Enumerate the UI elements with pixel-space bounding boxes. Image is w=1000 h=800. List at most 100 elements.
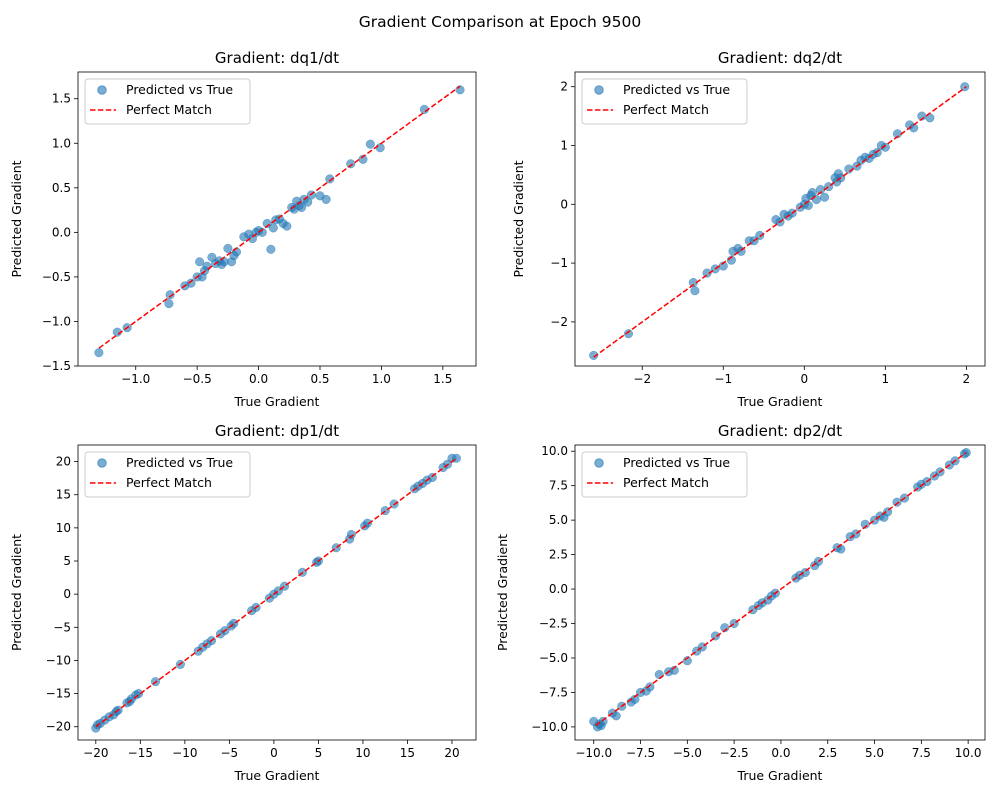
chart-panel-2: Gradient: dq2/dt −2 −1 0 1 2 −2 −1 0 1 2 True Gradi…: [511, 49, 986, 409]
x-tick-label: −2: [633, 372, 651, 386]
chart-title: Gradient: dq2/dt: [718, 49, 842, 67]
legend: Predicted vs True Perfect Match: [581, 451, 748, 498]
data-point: [880, 142, 890, 152]
y-tick-label: −10: [46, 653, 71, 667]
data-point: [346, 159, 356, 169]
data-point: [820, 192, 830, 202]
data-point: [94, 348, 104, 358]
legend-label-scatter: Predicted vs True: [623, 82, 730, 97]
axes-frame: [77, 444, 477, 741]
legend-label-line: Perfect Match: [623, 475, 709, 490]
x-axis-label: True Gradient: [737, 768, 823, 783]
y-tick-label: 0.0: [549, 582, 568, 596]
perfect-match-line: [595, 451, 967, 727]
legend: Predicted vs True Perfect Match: [84, 78, 251, 125]
y-tick-label: −5.0: [539, 651, 568, 665]
y-tick-label: −10.0: [531, 720, 568, 734]
x-tick-label: 0.0: [249, 372, 268, 386]
x-tick-label: 20: [444, 746, 459, 760]
data-point: [268, 223, 278, 233]
data-point: [164, 299, 174, 309]
x-tick-label: 0.0: [771, 746, 790, 760]
data-point: [257, 227, 267, 237]
y-tick-label: −0.5: [42, 270, 71, 284]
data-point: [611, 711, 621, 721]
x-tick-label: −20: [83, 746, 108, 760]
x-tick-label: 10.0: [955, 746, 982, 760]
x-axis-label: True Gradient: [234, 394, 320, 409]
data-point: [589, 350, 599, 360]
y-axis-label: Predicted Gradient: [511, 160, 526, 277]
data-point: [202, 261, 212, 271]
x-tick-label: −5.0: [673, 746, 702, 760]
y-tick-label: −2: [550, 315, 568, 329]
x-axis-label: True Gradient: [234, 768, 320, 783]
data-point: [325, 174, 335, 184]
y-tick-label: 2.5: [549, 548, 568, 562]
figure-suptitle: Gradient Comparison at Epoch 9500: [358, 13, 642, 31]
legend-label-line: Perfect Match: [126, 102, 212, 117]
chart-title: Gradient: dp1/dt: [215, 422, 339, 440]
data-point: [223, 243, 233, 253]
y-tick-label: −15: [46, 687, 71, 701]
x-tick-label: 10: [355, 746, 370, 760]
x-tick-label: −7.5: [626, 746, 655, 760]
y-tick-label: −1.0: [42, 314, 71, 328]
data-point: [720, 623, 730, 633]
data-point: [195, 257, 205, 267]
x-tick-label: 5.0: [865, 746, 884, 760]
x-tick-label: 2.5: [818, 746, 837, 760]
axes-frame: [574, 71, 986, 367]
x-tick-label: 0: [800, 372, 808, 386]
y-tick-label: −5: [53, 620, 71, 634]
x-tick-label: −15: [128, 746, 153, 760]
x-tick-label: 1.0: [372, 372, 391, 386]
axes-frame: [77, 71, 477, 367]
legend-marker-scatter: [594, 458, 604, 468]
data-point: [165, 290, 175, 300]
x-tick-label: −2.5: [720, 746, 749, 760]
y-tick-label: 15: [56, 488, 71, 502]
data-point: [803, 200, 813, 211]
x-tick-label: 0: [270, 746, 278, 760]
legend-box: [581, 78, 748, 125]
x-tick-label: 7.5: [912, 746, 931, 760]
y-tick-label: 7.5: [549, 479, 568, 493]
y-tick-label: 0: [63, 587, 71, 601]
plot-area: [91, 453, 461, 733]
y-tick-label: −2.5: [539, 617, 568, 631]
y-tick-label: −7.5: [539, 685, 568, 699]
chart-panel-1: Gradient: dq1/dt −1.0 −0.5 0.0 0.5 1.0 1.5 −1.5…: [9, 49, 477, 409]
legend-marker-scatter: [97, 85, 107, 95]
y-tick-label: 2: [560, 80, 568, 94]
data-point: [960, 82, 970, 92]
data-point: [365, 139, 375, 149]
y-tick-label: 5.0: [549, 513, 568, 527]
chart-panel-3: Gradient: dp1/dt −20 −15 −10 −5 0 5 10 15 20 −20 −1…: [9, 422, 477, 783]
perfect-match-line: [593, 86, 967, 358]
data-point: [807, 187, 817, 198]
data-point: [186, 278, 196, 288]
y-axis-label: Predicted Gradient: [495, 534, 510, 651]
legend: Predicted vs True Perfect Match: [581, 78, 748, 125]
y-tick-label: 10: [56, 521, 71, 535]
legend-label-scatter: Predicted vs True: [126, 455, 233, 470]
x-tick-label: 1.5: [433, 372, 452, 386]
y-tick-label: −1: [550, 256, 568, 270]
data-point: [690, 286, 700, 296]
plot-area: [94, 85, 465, 358]
legend-marker-scatter: [594, 85, 604, 95]
plot-area: [589, 82, 970, 360]
data-point: [682, 656, 692, 666]
legend-label-line: Perfect Match: [623, 102, 709, 117]
chart-title: Gradient: dp2/dt: [718, 422, 842, 440]
data-point: [836, 544, 846, 554]
x-tick-label: −1.0: [121, 372, 150, 386]
x-tick-label: −1: [714, 372, 732, 386]
y-tick-label: 20: [56, 455, 71, 469]
data-point: [262, 218, 272, 229]
data-point: [623, 329, 634, 339]
chart-panel-4: Gradient: dp2/dt −10.0 −7.5 −5.0 −2.5 0.0 2.5 5…: [495, 422, 986, 783]
legend-label-scatter: Predicted vs True: [623, 455, 730, 470]
